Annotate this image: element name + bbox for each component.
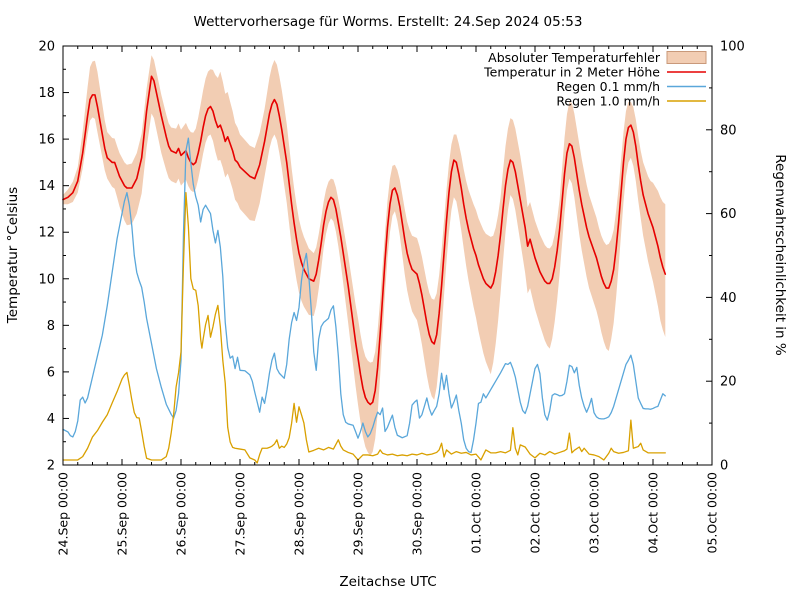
y-right-tick-label: 40: [720, 291, 737, 306]
x-tick-label: 03.Oct 00:00: [587, 472, 602, 554]
x-tick-label: 05.Oct 00:00: [705, 472, 720, 554]
x-tick-label: 27.Sep 00:00: [233, 472, 248, 555]
rain-01mm-line: [62, 137, 666, 454]
y-left-tick-label: 2: [47, 459, 55, 474]
y-left-tick-label: 8: [47, 319, 55, 334]
x-tick-label: 01.Oct 00:00: [469, 472, 484, 554]
x-tick-label: 26.Sep 00:00: [174, 472, 189, 555]
legend-label: Absoluter Temperaturfehler: [488, 50, 661, 65]
y-left-tick-label: 6: [47, 365, 55, 380]
y-axis-label-left: Temperatur °Celsius: [5, 187, 21, 324]
y-left-tick-label: 18: [38, 86, 55, 101]
y-left-tick-label: 20: [38, 40, 55, 55]
y-left-tick-label: 4: [47, 412, 55, 427]
x-axis-label: Zeitachse UTC: [339, 574, 436, 590]
legend-label: Temperatur in 2 Meter Höhe: [483, 64, 660, 79]
x-tick-label: 24.Sep 00:00: [56, 472, 71, 555]
temperature-error-band: [63, 55, 666, 456]
y-left-tick-label: 10: [38, 272, 55, 287]
chart-title: Wettervorhersage für Worms. Erstellt: 24…: [194, 14, 583, 30]
y-right-tick-label: 0: [720, 459, 728, 474]
y-left-tick-label: 16: [38, 133, 55, 148]
x-tick-label: 25.Sep 00:00: [115, 472, 130, 555]
y-right-tick-label: 100: [720, 40, 745, 55]
y-right-tick-label: 60: [720, 207, 737, 222]
plot-area: 2 4 6 8 10 12 14 16 18 20 0 20 40 60 80 100 24.Sep 00:00…: [38, 40, 744, 556]
x-tick-label: 29.Sep 00:00: [351, 472, 366, 555]
y-right-tick-label: 20: [720, 375, 737, 390]
x-tick-label: 28.Sep 00:00: [292, 472, 307, 555]
legend-label: Regen 1.0 mm/h: [556, 93, 660, 108]
rain-10mm-line: [62, 191, 666, 464]
temperature-line: [62, 75, 667, 406]
legend-label: Regen 0.1 mm/h: [556, 79, 660, 94]
x-tick-label: 04.Oct 00:00: [646, 472, 661, 554]
x-tick-label: 30.Sep 00:00: [410, 472, 425, 555]
y-axis-label-right: Regenwahrscheinlichkeit in %: [772, 154, 788, 356]
y-right-tick-label: 80: [720, 123, 737, 138]
y-left-tick-label: 14: [38, 179, 55, 194]
y-left-tick-label: 12: [38, 226, 55, 241]
x-tick-label: 02.Oct 00:00: [528, 472, 543, 554]
legend-band-swatch: [666, 51, 707, 64]
